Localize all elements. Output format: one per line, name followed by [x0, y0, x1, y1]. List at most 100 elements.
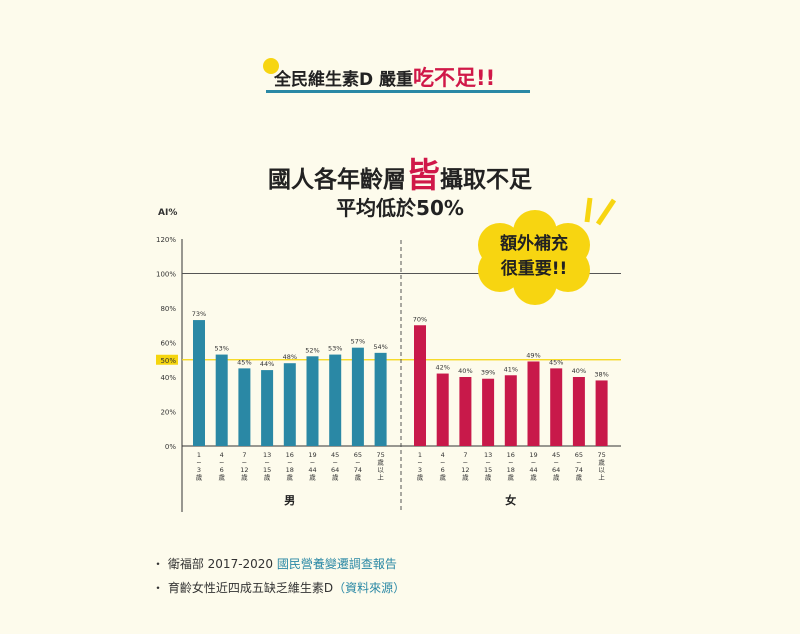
x-tick-label: ~ [310, 459, 315, 467]
note-2: ・ 育齡女性近四成五缺乏維生素D（資料來源） [152, 579, 405, 596]
data-label: 57% [351, 338, 365, 346]
x-tick-label: ~ [219, 459, 224, 467]
y-tick-label: 0% [165, 443, 176, 451]
x-tick-label: ~ [485, 459, 490, 467]
x-tick-label: 6 [220, 466, 224, 474]
x-tick-label: ~ [355, 459, 360, 467]
x-tick-label: ~ [264, 459, 269, 467]
group-label: 男 [284, 494, 295, 507]
x-tick-label: 歲 [355, 473, 362, 482]
x-tick-label: 歲 [485, 473, 492, 482]
callout-line1: 額外補充 [500, 234, 568, 254]
x-tick-label: 65 [575, 451, 583, 459]
y-tick-label: 40% [160, 374, 176, 382]
x-tick-label: 7 [463, 451, 467, 459]
headline-post: 攝取不足 [440, 167, 532, 193]
x-tick-label: 歲 [309, 473, 316, 482]
data-label: 73% [192, 310, 206, 318]
data-label: 45% [549, 358, 563, 366]
x-tick-label: 上 [598, 473, 605, 482]
x-tick-label: 19 [529, 451, 537, 459]
x-tick-label: 12 [240, 466, 248, 474]
x-tick-label: 18 [507, 466, 515, 474]
group-label: 女 [505, 493, 516, 507]
data-label: 38% [594, 370, 608, 378]
bar [283, 363, 296, 446]
x-tick-label: 歲 [241, 473, 248, 482]
bar [329, 354, 342, 446]
headline-subtitle: 平均低於50% [336, 196, 464, 220]
x-tick-label: 19 [308, 451, 316, 459]
x-tick-label: ~ [463, 459, 468, 467]
note-1: ・ 衛福部 2017-2020 國民營養變遷調查報告 [152, 555, 397, 572]
bullet: ・ [152, 557, 165, 571]
data-label: 45% [237, 358, 251, 366]
report-link[interactable]: 國民營養變遷調查報告 [276, 557, 397, 571]
data-label: 54% [373, 343, 387, 351]
bar [527, 361, 540, 446]
bullet: ・ [152, 581, 165, 595]
headline: 國人各年齡層皆攝取不足 [0, 148, 800, 197]
x-tick-label: 65 [354, 451, 362, 459]
cloud-shape [478, 210, 590, 305]
x-tick-label: ~ [576, 459, 581, 467]
x-tick-label: 45 [331, 451, 339, 459]
x-tick-label: 歲 [218, 473, 225, 482]
data-label: 39% [481, 369, 495, 377]
x-tick-label: 歲 [576, 473, 583, 482]
note-text: 育齡女性近四成五缺乏維生素D [167, 581, 334, 595]
x-tick-label: 75 [597, 451, 605, 459]
banner-title: 全民維生素D 嚴重吃不足!! [274, 62, 495, 92]
bar [550, 368, 563, 446]
bar [215, 354, 228, 446]
source-link[interactable]: （資料來源） [333, 581, 406, 595]
data-label: 53% [214, 345, 228, 353]
x-tick-label: 歲 [264, 473, 271, 482]
data-label: 40% [458, 367, 472, 375]
callout-text: 額外補充很重要!! [470, 232, 598, 282]
x-tick-label: ~ [508, 459, 513, 467]
x-tick-label: ~ [242, 459, 247, 467]
x-tick-label: 歲 [287, 473, 294, 482]
x-tick-label: ~ [440, 459, 445, 467]
banner-text: 全民維生素D 嚴重 [274, 70, 414, 90]
x-tick-label: 45 [552, 451, 560, 459]
callout-line2: 很重要!! [500, 259, 568, 279]
x-tick-label: 16 [286, 451, 294, 459]
x-tick-label: 歲 [439, 473, 446, 482]
x-tick-label: ~ [287, 459, 292, 467]
bar [374, 352, 387, 446]
banner-underline [266, 58, 530, 93]
x-tick-label: ~ [196, 459, 201, 467]
x-tick-label: 44 [308, 466, 316, 474]
reference-label-50: 50% [160, 357, 176, 365]
data-label: 53% [328, 345, 342, 353]
x-tick-label: 1 [197, 451, 201, 459]
x-tick-label: 15 [263, 466, 271, 474]
y-tick-label: 60% [160, 340, 176, 348]
x-tick-label: 歲 [508, 473, 515, 482]
x-tick-label: 歲 [462, 473, 469, 482]
x-tick-label: 4 [220, 451, 224, 459]
x-tick-label: 75 [376, 451, 384, 459]
x-tick-label: 歲 [553, 473, 560, 482]
x-tick-label: 歲 [377, 458, 384, 467]
reference-label-bg [156, 354, 178, 365]
data-label: 48% [283, 353, 297, 361]
data-label: 49% [526, 351, 540, 359]
x-tick-label: ~ [332, 459, 337, 467]
bar [595, 380, 608, 446]
x-tick-label: 歲 [417, 473, 424, 482]
y-tick-label: 20% [160, 409, 176, 417]
data-label: 70% [413, 315, 427, 323]
y-tick-label: 80% [160, 305, 176, 313]
data-label: 41% [504, 365, 518, 373]
bar [351, 347, 364, 446]
x-tick-label: 以 [377, 466, 384, 474]
x-tick-label: 以 [598, 466, 605, 474]
data-label: 52% [305, 346, 319, 354]
headline-pre: 國人各年齡層 [268, 167, 406, 193]
